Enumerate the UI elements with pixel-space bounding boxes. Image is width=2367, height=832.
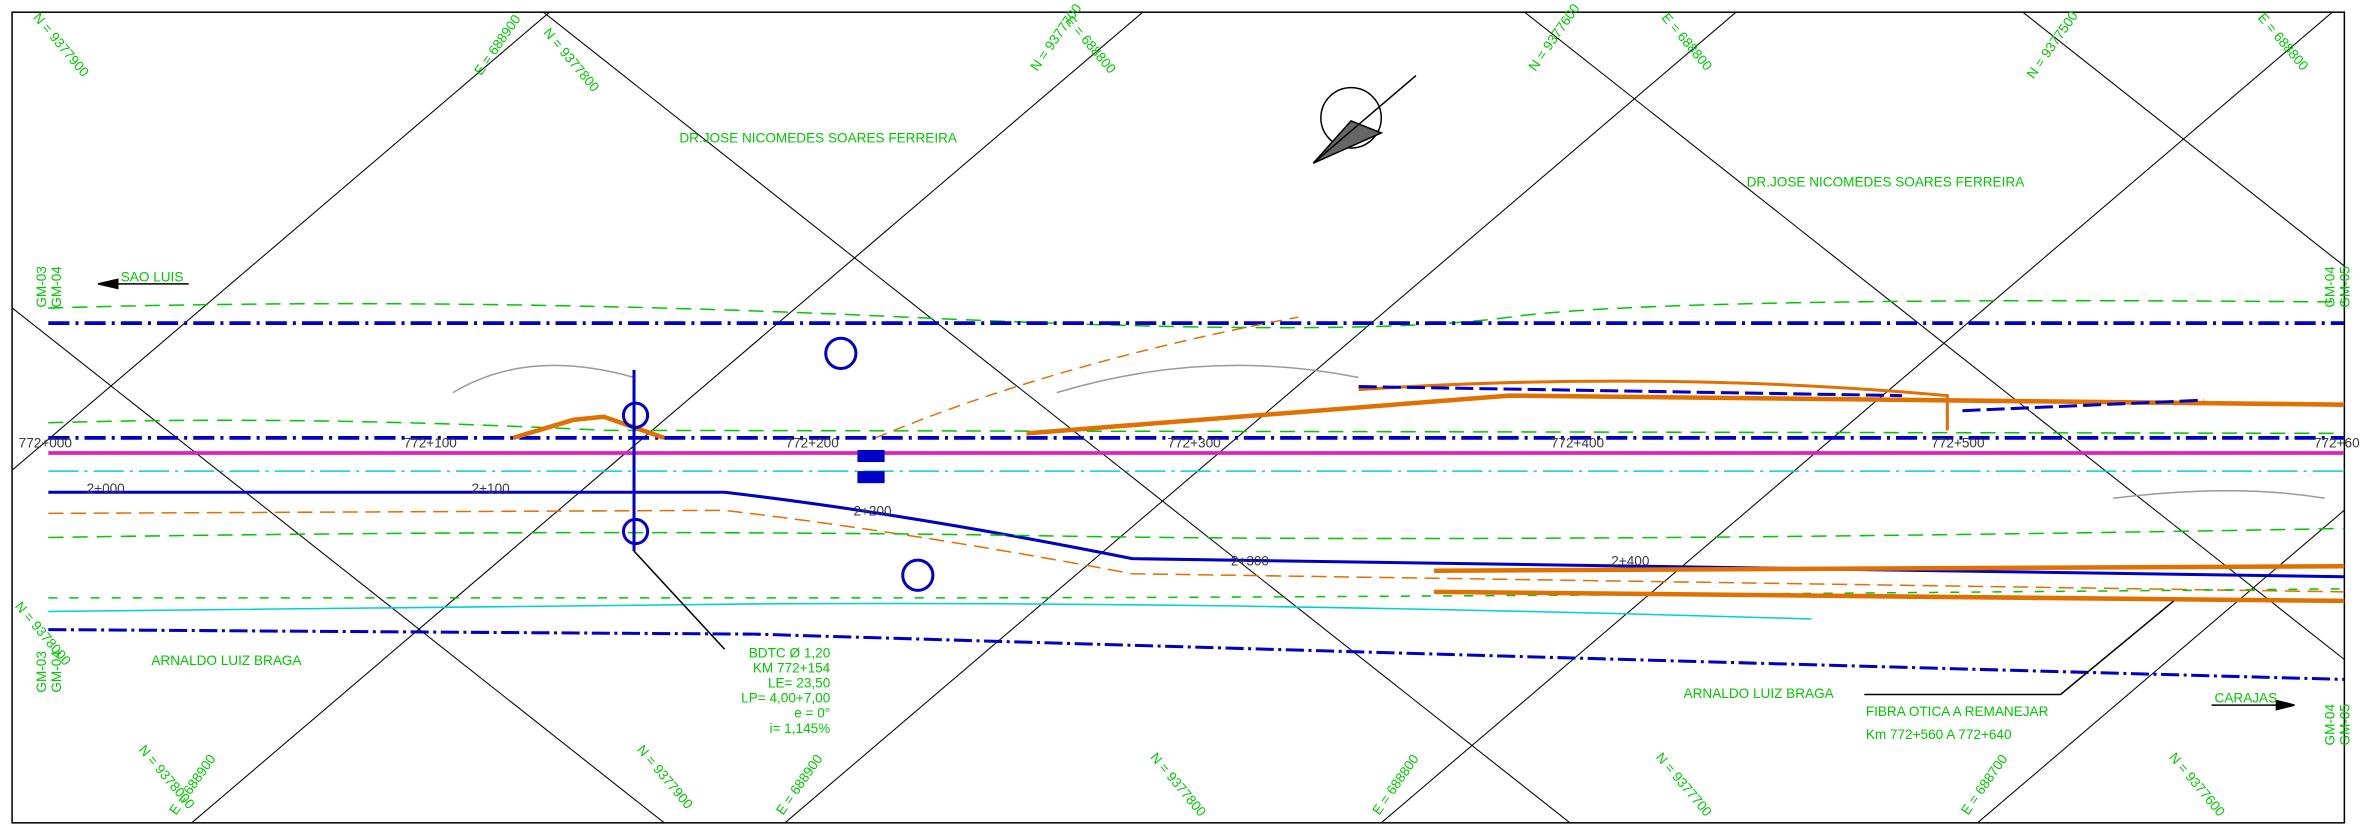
fiber-note: FIBRA OTICA A REMANEJAR bbox=[1866, 704, 2049, 719]
station: 772+300 bbox=[1167, 436, 1221, 451]
station: 772+000 bbox=[19, 436, 73, 451]
sheet-ref: GM-05 bbox=[2337, 704, 2352, 746]
owner: ARNALDO LUIZ BRAGA bbox=[1684, 686, 1835, 701]
station: 2+000 bbox=[87, 481, 126, 496]
sheet-ref: GM-04 bbox=[49, 651, 64, 693]
frame bbox=[11, 11, 2346, 824]
owner: DR.JOSE NICOMEDES SOARES FERREIRA bbox=[679, 131, 958, 146]
sheet-ref: GM-05 bbox=[2337, 266, 2352, 307]
culvert-note: e = 0° bbox=[794, 706, 830, 721]
sheet-ref: GM-03 bbox=[34, 651, 49, 692]
station: 772+60 bbox=[2314, 436, 2360, 451]
owner: DR.JOSE NICOMEDES SOARES FERREIRA bbox=[1747, 174, 2026, 189]
owner: ARNALDO LUIZ BRAGA bbox=[151, 653, 302, 668]
station: 2+300 bbox=[1231, 553, 1270, 568]
culvert-note: i= 1,145% bbox=[769, 721, 830, 736]
sheet-ref: GM-03 bbox=[34, 266, 49, 307]
station: 2+400 bbox=[1611, 553, 1650, 568]
road-plan bbox=[48, 75, 2345, 711]
direction: SAO LUIS bbox=[121, 269, 184, 284]
station: 772+400 bbox=[1551, 436, 1605, 451]
sheet-ref: GM-04 bbox=[2322, 266, 2337, 308]
station: 772+200 bbox=[786, 436, 840, 451]
culvert-note: BDTC Ø 1,20 bbox=[749, 645, 831, 660]
grid bbox=[12, 12, 2345, 823]
fiber-note: Km 772+560 A 772+640 bbox=[1866, 727, 2012, 742]
sheet-ref: GM-04 bbox=[2322, 704, 2337, 746]
culvert-note: LE= 23,50 bbox=[768, 676, 831, 691]
station: 2+200 bbox=[853, 503, 892, 518]
culvert-note: LP= 4,00+7,00 bbox=[741, 691, 831, 706]
station: 772+500 bbox=[1931, 436, 1985, 451]
sheet-ref: GM-04 bbox=[49, 266, 64, 308]
culvert-note: KM 772+154 bbox=[753, 660, 831, 675]
direction: CARAJAS bbox=[2215, 691, 2278, 706]
station: 2+100 bbox=[472, 481, 511, 496]
station: 772+100 bbox=[404, 436, 458, 451]
